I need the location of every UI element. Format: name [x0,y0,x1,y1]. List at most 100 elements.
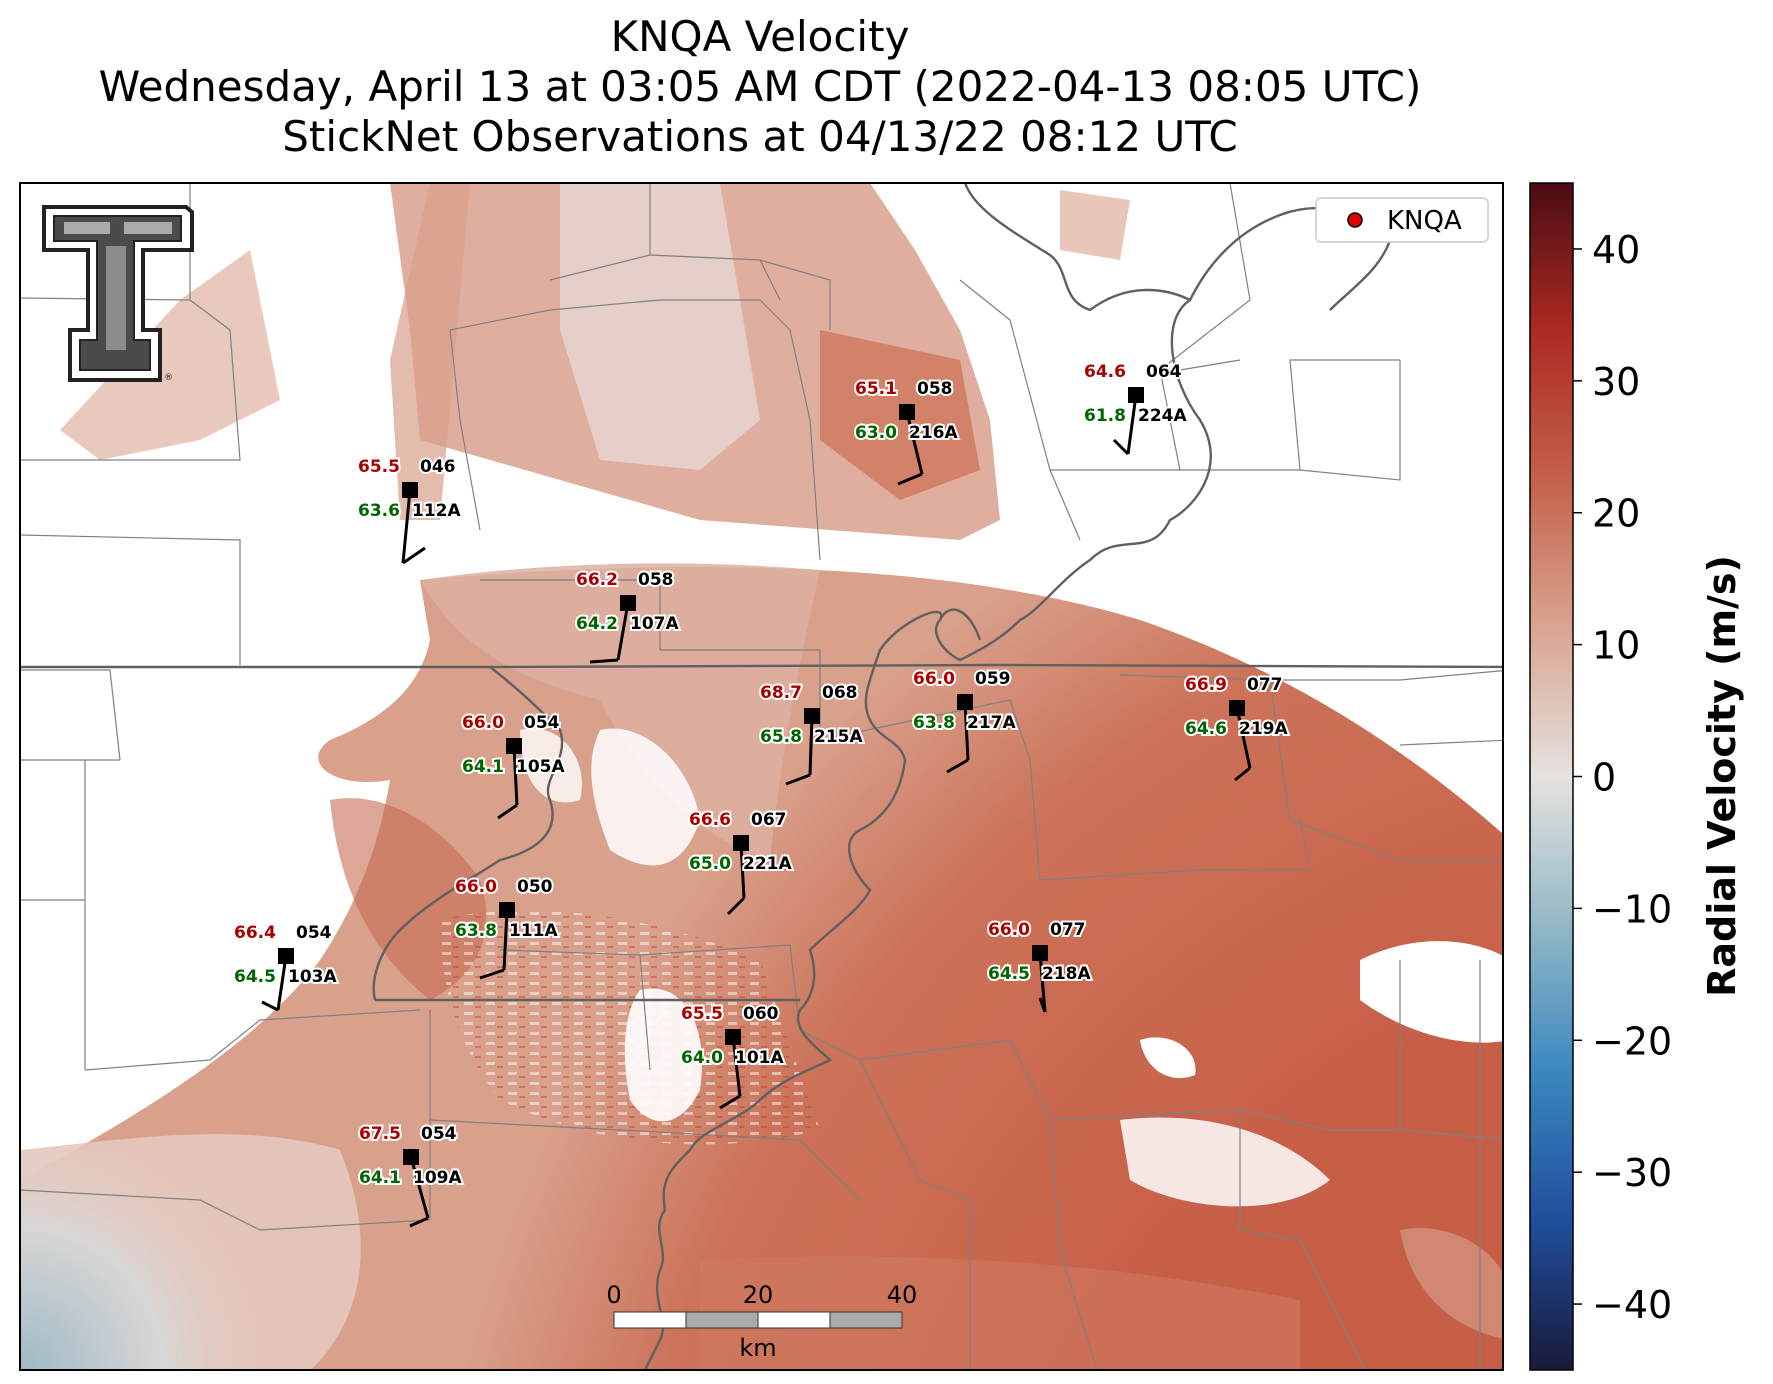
wind-barb-flag [1038,997,1047,1013]
colorbar-tick-label: −10 [1592,887,1672,931]
station-marker [957,694,973,710]
colorbar-tick-label: 0 [1592,756,1616,800]
no-data-hole-southeast [1120,1117,1330,1207]
county-line [1270,670,1503,681]
station-dewpoint: 63.8 [455,921,497,941]
station-dewpoint: 65.8 [760,727,802,747]
wind-barb-shaft [276,955,288,1011]
station-temperature: 68.7 [760,683,802,703]
station-id: 112A [412,501,461,521]
station-pressure: 050 [517,877,553,897]
station-pressure: 046 [420,457,456,477]
station-temperature: 65.1 [855,379,897,399]
station-dewpoint: 64.6 [1185,719,1227,739]
velocity-far-range-south [700,1256,1300,1370]
station-temperature: 66.0 [455,877,497,897]
station-marker [403,1149,419,1165]
legend-box [1315,197,1489,243]
colorbar-tick-label: 30 [1592,360,1640,404]
wind-barb-shaft [409,1156,430,1219]
wind-barb-shaft [739,842,746,899]
station-plot-109a: 67.5 054 64.1 109A [357,1122,464,1228]
no-data-hole-west [520,728,582,803]
wind-barb-flag [409,1216,429,1228]
station-id: 103A [288,967,337,987]
county-line [819,699,1011,741]
station-temperature: 66.2 [576,570,618,590]
station-dewpoint: 63.0 [855,423,897,443]
county-line [449,329,481,531]
station-dewpoint: 64.1 [462,757,504,777]
wind-barb-flag [785,773,811,786]
county-line [20,534,241,665]
wind-barb-shaft [502,909,509,971]
logo-stem [106,246,126,350]
station-plot-224a: 64.6 064 61.8 224A [1082,360,1189,456]
mississippi-river [643,299,1212,1370]
station-marker [278,948,294,964]
station-id: 101A [735,1048,784,1068]
station-dewpoint: 64.5 [234,967,276,987]
station-marker [1032,945,1048,961]
station-plot-216a: 65.1 058 63.0 216A [853,377,960,486]
station-temperature: 66.0 [988,920,1030,940]
legend-radar-marker [1347,212,1363,228]
county-line [84,1009,421,1071]
wind-barb-flag [719,1094,741,1110]
station-temperature: 65.5 [681,1004,723,1024]
velocity-ring-pale-arc [420,563,820,860]
county-line [1009,699,1311,881]
no-data-hole-south [624,988,702,1122]
station-pressure: 054 [421,1124,457,1144]
colorbar-tick-label: −40 [1592,1283,1672,1327]
wind-barb-shaft [731,1036,742,1097]
station-dewpoint: 64.5 [988,964,1030,984]
station-pressure: 058 [638,570,674,590]
scale-tick-0: 0 [606,1281,621,1309]
station-marker [1229,700,1245,716]
scale-segment [829,1311,903,1329]
station-pressure: 067 [751,810,787,830]
station-marker [620,595,636,611]
station-plot-111a: 66.0 050 63.8 111A [453,875,560,980]
county-line [20,1189,261,1231]
wind-barb-shaft [905,411,924,475]
colorbar: 40 30 20 10 0 −10 −20 −30 −40 Radial Velocity (m… [1529,182,1744,1371]
county-line [1289,359,1400,471]
station-id: 224A [1138,406,1187,426]
wind-barb-flag [589,658,619,664]
wind-barb-shaft [512,745,519,806]
station-dewpoint: 64.2 [576,614,618,634]
county-line [449,299,821,561]
county-line [639,944,861,1061]
title-line-sticknet: StickNet Observations at 04/13/22 08:12 … [282,112,1238,161]
velocity-north-near-zero [560,183,760,470]
station-plot-218a: 66.0 077 64.5 218A [986,918,1093,1013]
county-line [20,669,121,761]
station-plot-103a: 66.4 054 64.5 103A [232,921,339,1012]
wind-barb-flag [1112,438,1130,456]
station-dewpoint: 64.1 [359,1168,401,1188]
station-id: 215A [814,727,863,747]
station-plot-219a: 66.9 077 64.6 219A [1183,673,1290,782]
station-temperature: 65.5 [358,457,400,477]
station-pressure: 058 [917,379,953,399]
station-id: 107A [630,614,679,634]
station-plot-217a: 66.0 059 63.8 217A [911,667,1018,774]
county-line [1399,739,1503,746]
county-line [1239,1110,1366,1370]
station-pressure: 064 [1146,362,1182,382]
wind-barb-shaft [1235,707,1252,769]
wind-barb-shaft [1126,394,1138,455]
velocity-ne-fragment [1060,190,1130,260]
scale-unit: km [739,1334,776,1362]
wind-barb-flag [726,896,746,916]
station-pressure: 059 [975,669,1011,689]
velocity-north-west-edge [390,183,470,520]
map-frame [19,182,1504,1371]
station-dewpoint: 63.6 [358,501,400,521]
velocity-inbound-corner [20,1150,320,1370]
station-temperature: 66.0 [913,669,955,689]
velocity-far-range-pale [1400,1228,1503,1339]
station-dewpoint: 61.8 [1084,406,1126,426]
